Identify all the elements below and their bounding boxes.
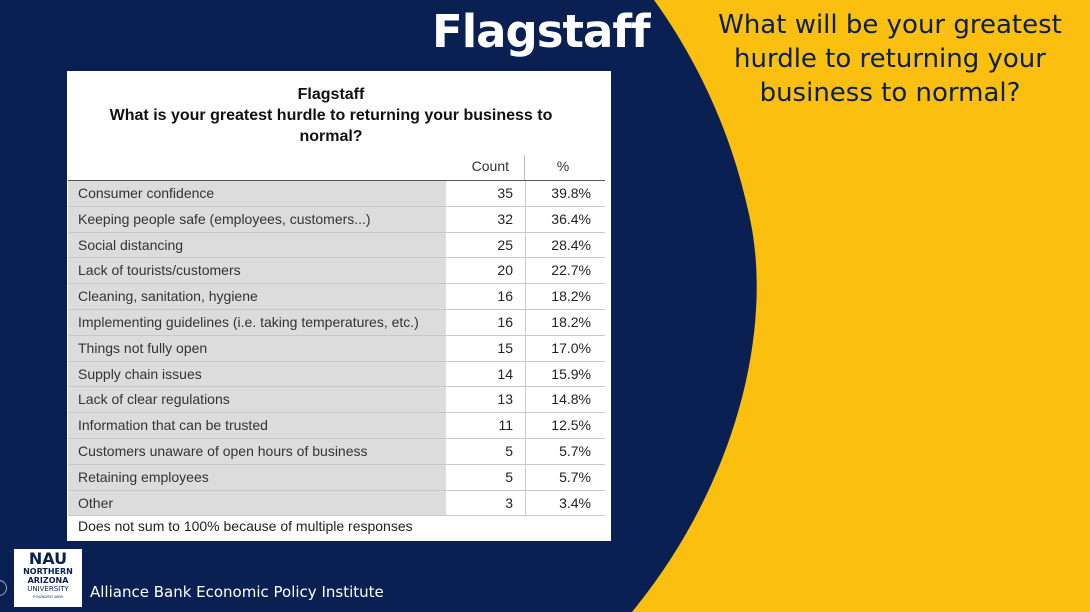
row-percent: 14.8% — [525, 387, 591, 413]
row-percent: 5.7% — [525, 464, 591, 490]
table-title-line: What is your greatest hurdle to returnin… — [109, 107, 553, 124]
row-percent: 18.2% — [525, 284, 591, 309]
row-label: Information that can be trusted — [68, 413, 446, 438]
table-title: Flagstaff What is your greatest hurdle t… — [67, 84, 595, 147]
table-row: Things not fully open 15 17.0% — [68, 335, 605, 362]
row-percent: 12.5% — [525, 413, 591, 438]
row-percent: 28.4% — [525, 232, 591, 258]
row-label: Cleaning, sanitation, hygiene — [68, 284, 446, 309]
results-table-panel: Flagstaff What is your greatest hurdle t… — [67, 71, 611, 541]
row-label: Implementing guidelines (i.e. taking tem… — [68, 309, 446, 335]
slide-question: What will be your greatest hurdle to ret… — [718, 10, 1062, 108]
row-label: Lack of clear regulations — [68, 387, 446, 413]
table-row: Retaining employees 5 5.7% — [68, 464, 605, 491]
table-row: Lack of clear regulations 13 14.8% — [68, 387, 605, 414]
row-count: 32 — [497, 210, 513, 227]
row-percent: 15.9% — [525, 361, 591, 387]
table-row: Lack of tourists/customers 20 22.7% — [68, 258, 605, 285]
institute-name: Alliance Bank Economic Policy Institute — [90, 583, 384, 601]
slide-title: Flagstaff — [432, 5, 651, 58]
row-label: Customers unaware of open hours of busin… — [68, 438, 446, 464]
row-count: 15 — [497, 339, 513, 356]
row-percent: 18.2% — [525, 309, 591, 335]
row-label: Things not fully open — [68, 335, 446, 361]
table-title-line: Flagstaff — [297, 86, 365, 103]
row-label: Retaining employees — [68, 464, 446, 490]
row-count: 20 — [497, 262, 513, 279]
row-count: 5 — [505, 468, 513, 485]
row-count: 14 — [497, 365, 513, 382]
table-title-line: normal? — [299, 128, 363, 145]
row-percent: 5.7% — [525, 438, 591, 464]
table-row: Consumer confidence 35 39.8% — [68, 181, 605, 207]
logo-line: FOUNDED 1899 — [33, 594, 63, 599]
row-count: 35 — [497, 185, 513, 201]
header-rule — [68, 180, 605, 181]
row-label: Lack of tourists/customers — [68, 258, 446, 284]
table-row: Keeping people safe (employees, customer… — [68, 206, 605, 233]
row-count: 13 — [497, 391, 513, 408]
table-footnote: Does not sum to 100% because of multiple… — [78, 518, 413, 534]
row-count: 25 — [497, 236, 513, 253]
row-label: Other — [68, 490, 446, 516]
row-label: Consumer confidence — [68, 181, 446, 206]
table-row: Implementing guidelines (i.e. taking tem… — [68, 309, 605, 336]
table-row: Other 3 3.4% — [68, 490, 605, 517]
row-count: 5 — [505, 442, 513, 459]
row-percent: 39.8% — [525, 181, 591, 206]
row-percent: 17.0% — [525, 335, 591, 361]
table-row: Cleaning, sanitation, hygiene 16 18.2% — [68, 284, 605, 310]
row-count: 11 — [498, 417, 513, 434]
table-row: Information that can be trusted 11 12.5% — [68, 413, 605, 439]
logo-line: UNIVERSITY — [27, 585, 69, 593]
logo-line: NORTHERN — [23, 567, 73, 576]
row-count: 16 — [497, 313, 513, 330]
table-row: Supply chain issues 14 15.9% — [68, 361, 605, 388]
table-body: Consumer confidence 35 39.8% Keeping peo… — [68, 181, 605, 517]
nau-logo: NAU NORTHERN ARIZONA UNIVERSITY FOUNDED … — [14, 549, 82, 607]
row-label: Keeping people safe (employees, customer… — [68, 206, 446, 232]
row-count: 16 — [497, 288, 513, 305]
header-divider — [524, 155, 525, 181]
row-percent: 3.4% — [525, 490, 591, 516]
row-percent: 36.4% — [525, 206, 591, 232]
percent-column-header: % — [556, 158, 570, 174]
count-column-header: Count — [471, 158, 509, 174]
table-row: Customers unaware of open hours of busin… — [68, 438, 605, 465]
row-percent: 22.7% — [525, 258, 591, 284]
row-label: Supply chain issues — [68, 361, 446, 387]
table-row: Social distancing 25 28.4% — [68, 232, 605, 259]
row-count: 3 — [505, 494, 513, 511]
row-label: Social distancing — [68, 232, 446, 258]
logo-mark: NAU — [28, 549, 68, 568]
logo-line: ARIZONA — [27, 576, 69, 585]
